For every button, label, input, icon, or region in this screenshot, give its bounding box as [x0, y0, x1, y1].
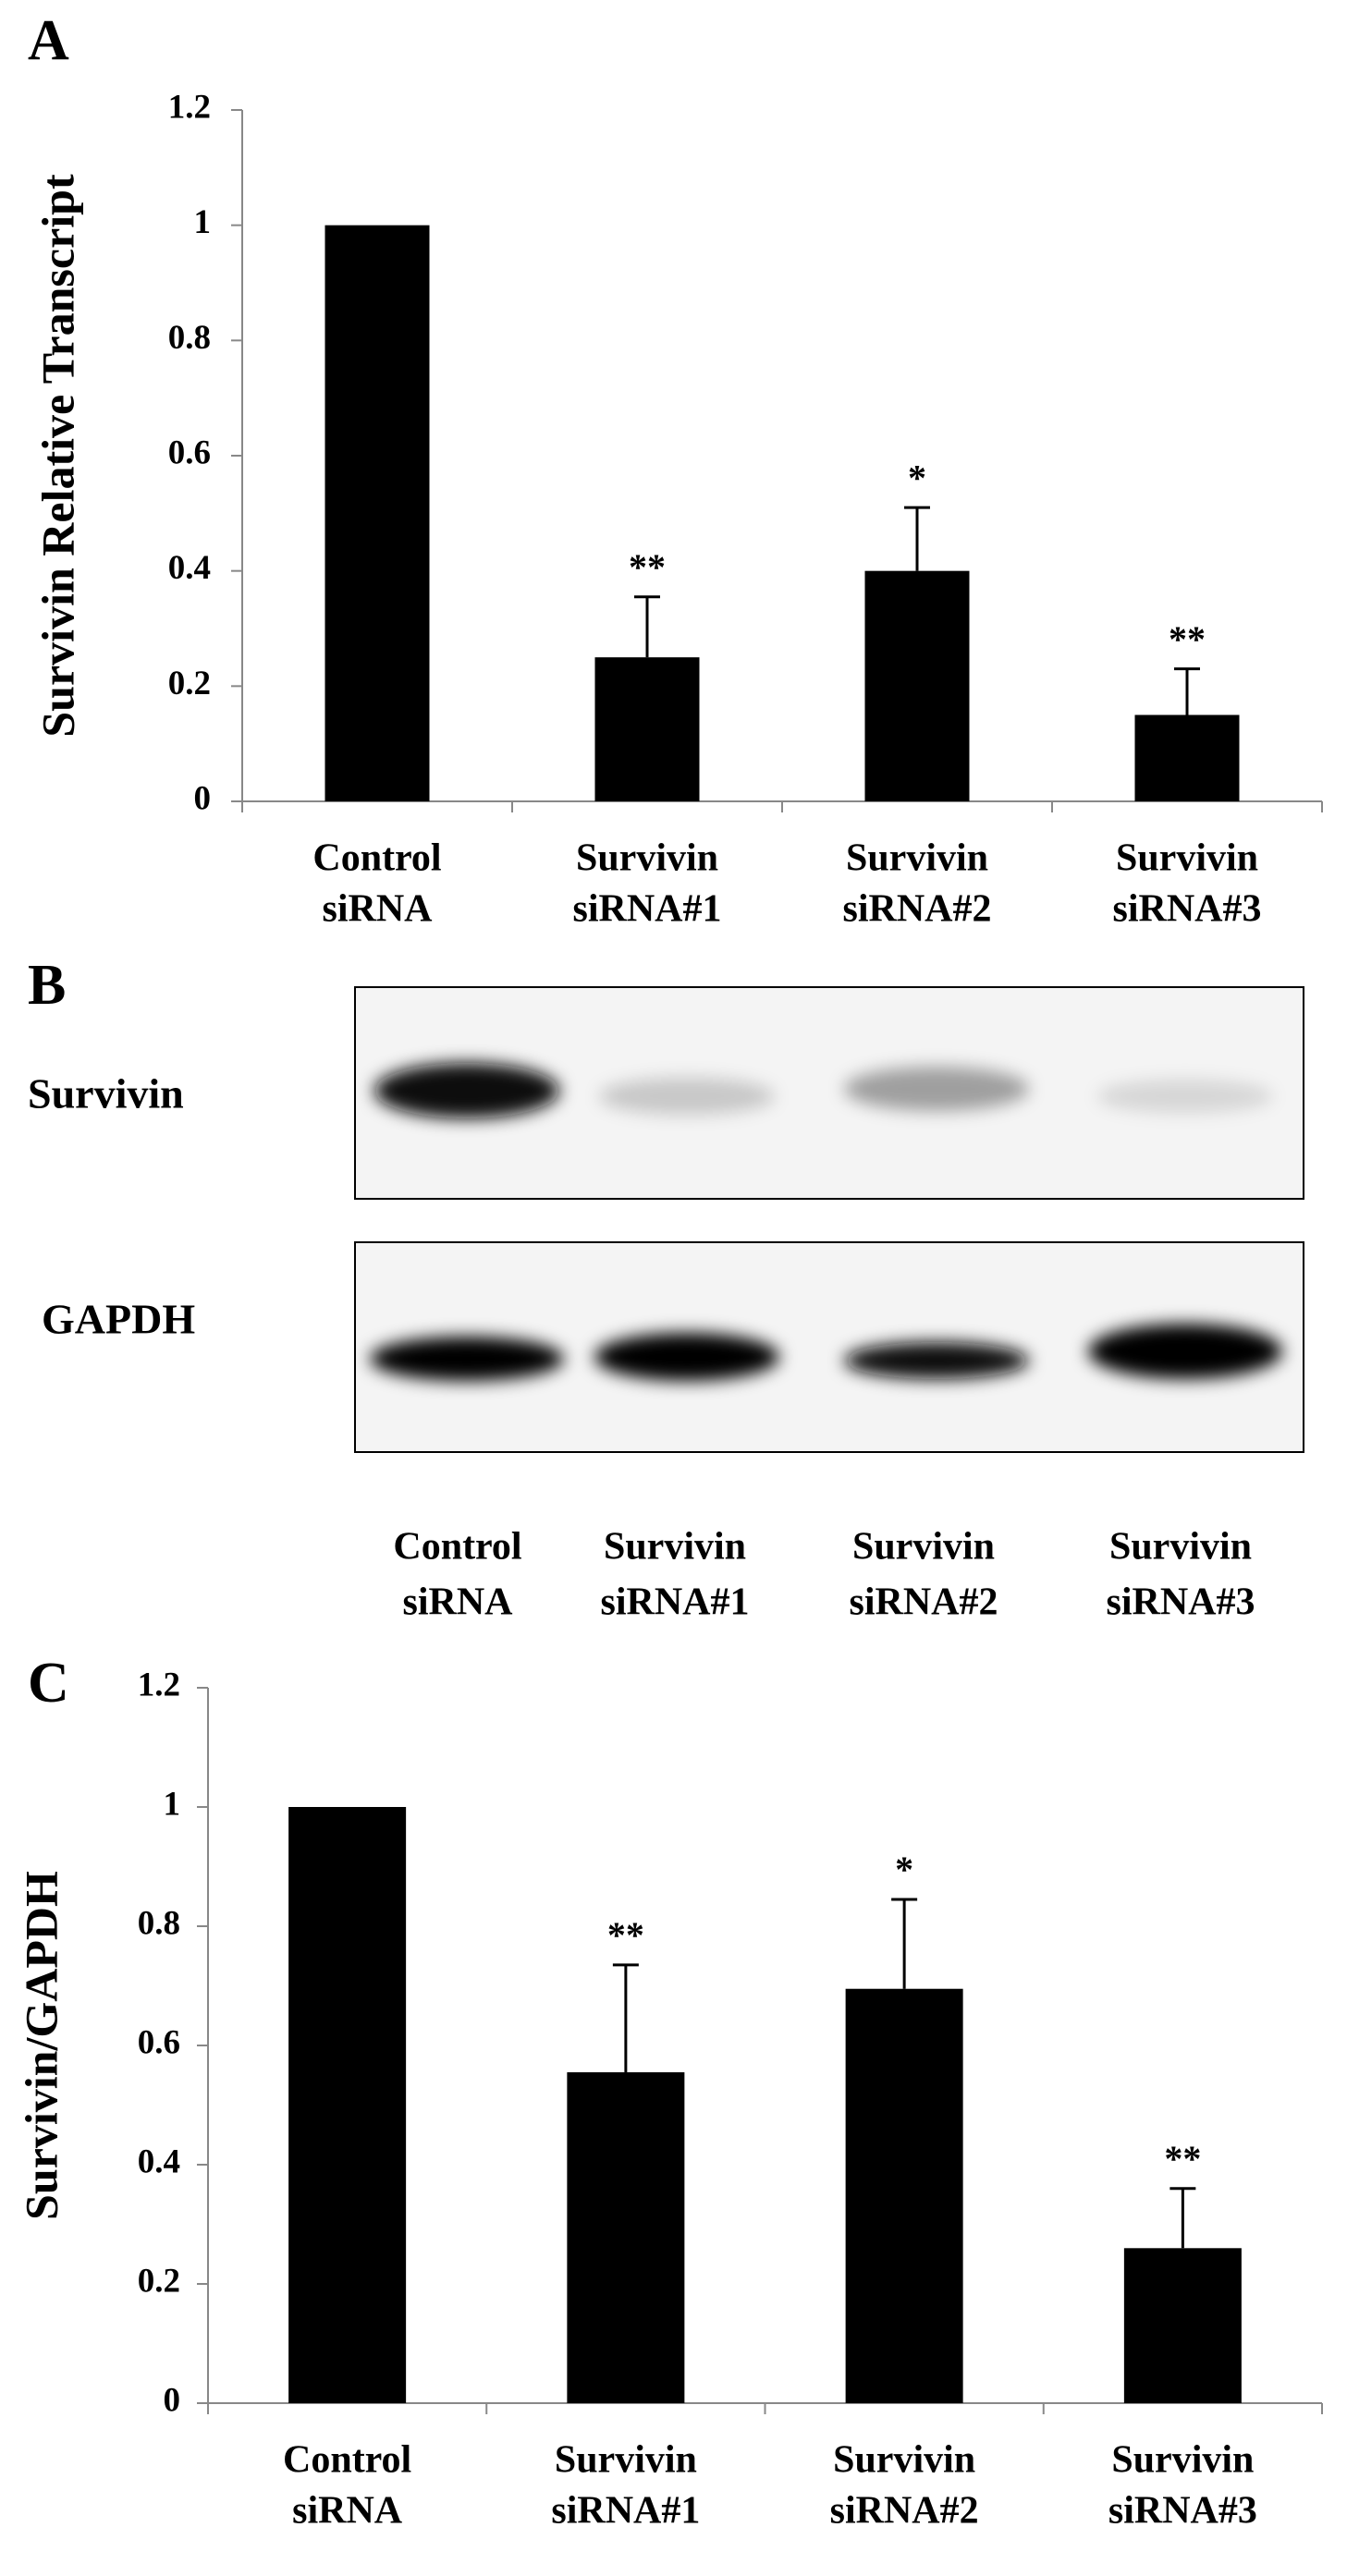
- x-tick-label: siRNA: [292, 2490, 403, 2533]
- significance: **: [629, 546, 666, 588]
- y-tick-label: 1.2: [138, 1666, 180, 1703]
- y-tick-label: 0.2: [138, 2262, 180, 2300]
- lane-label: siRNA#3: [1106, 1581, 1255, 1624]
- y-tick-label: 0.6: [168, 433, 211, 471]
- y-tick-label: 0.8: [138, 1904, 180, 1942]
- lane-label: Survivin: [1109, 1526, 1252, 1569]
- lane-label: siRNA#2: [849, 1581, 998, 1624]
- y-tick-label: 0: [194, 779, 212, 817]
- lane-label: Survivin: [604, 1526, 746, 1569]
- panel-label: C: [28, 1652, 69, 1715]
- y-tick-label: 1.2: [168, 88, 211, 126]
- y-tick-label: 1: [194, 203, 212, 241]
- y-tick-label: 0.8: [168, 319, 211, 357]
- band: [599, 1078, 775, 1115]
- x-tick-label: siRNA#1: [551, 2490, 700, 2533]
- x-tick-label: siRNA#3: [1108, 2490, 1257, 2533]
- band: [594, 1333, 779, 1381]
- blot-row-label: GAPDH: [42, 1296, 195, 1343]
- x-tick-label: siRNA: [322, 888, 433, 931]
- x-tick-label: Control: [312, 837, 441, 880]
- x-tick-label: siRNA#2: [842, 888, 991, 931]
- band: [1097, 1080, 1273, 1113]
- panel-label: A: [28, 9, 69, 72]
- x-tick-label: siRNA#1: [572, 888, 721, 931]
- significance: **: [1169, 618, 1206, 660]
- bar: [325, 225, 430, 801]
- y-tick-label: 0.6: [138, 2023, 180, 2061]
- y-axis-label: Survivin/GAPDH: [15, 1871, 67, 2220]
- x-tick-label: Survivin: [1116, 837, 1258, 880]
- blot-bands: [370, 1063, 1282, 1381]
- band: [844, 1342, 1029, 1379]
- lane-label: siRNA: [402, 1581, 513, 1624]
- panel-label: B: [28, 954, 66, 1017]
- y-tick-label: 0: [164, 2381, 181, 2419]
- significance: **: [1164, 2138, 1201, 2179]
- x-tick-label: Survivin: [846, 837, 988, 880]
- x-tick-label: siRNA#2: [830, 2490, 979, 2533]
- y-tick-label: 0.4: [138, 2143, 180, 2180]
- lane-label: Survivin: [852, 1526, 995, 1569]
- bar: [594, 657, 700, 801]
- bar: [845, 1988, 963, 2403]
- x-tick-label: Control: [283, 2439, 411, 2482]
- y-tick-label: 1: [164, 1785, 181, 1823]
- y-tick-label: 0.2: [168, 665, 211, 702]
- significance: *: [895, 1849, 913, 1890]
- x-tick-label: Survivin: [576, 837, 718, 880]
- x-tick-label: Survivin: [1111, 2439, 1254, 2482]
- band: [370, 1337, 564, 1381]
- lane-label: Control: [393, 1526, 521, 1569]
- bar: [1134, 714, 1240, 801]
- lane-label: siRNA#1: [600, 1581, 749, 1624]
- x-tick-label: Survivin: [833, 2439, 975, 2482]
- x-tick-label: Survivin: [555, 2439, 697, 2482]
- y-axis-label: Survivin Relative Transcript: [31, 174, 83, 738]
- band: [1088, 1324, 1282, 1379]
- bar: [1123, 2248, 1242, 2403]
- significance: **: [607, 1914, 644, 1956]
- band: [844, 1067, 1029, 1111]
- bar: [864, 570, 970, 801]
- bar: [567, 2072, 685, 2403]
- bar: [288, 1807, 407, 2403]
- x-tick-label: siRNA#3: [1112, 888, 1261, 931]
- band: [374, 1063, 559, 1118]
- significance: *: [908, 457, 926, 498]
- blot-row-label: Survivin: [28, 1070, 184, 1117]
- y-tick-label: 0.4: [168, 549, 211, 587]
